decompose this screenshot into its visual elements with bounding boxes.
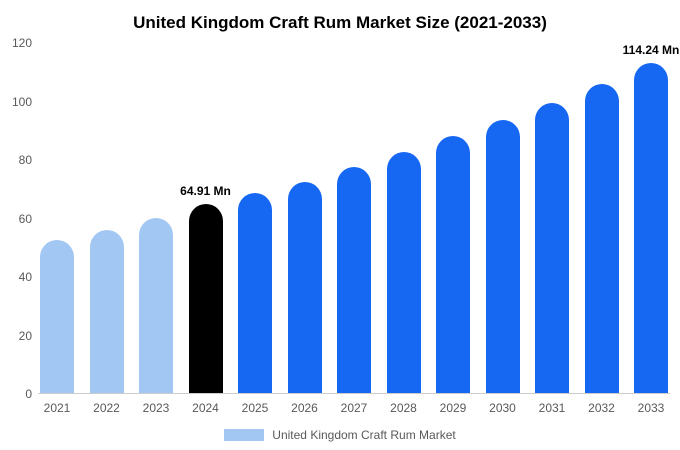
bar-column-2033: 114.24 Mn 2033: [623, 43, 680, 415]
bar-2025: [238, 193, 272, 393]
bar-column-2022: 2022: [89, 43, 124, 415]
x-axis-label: 2024: [192, 401, 219, 415]
bar-column-2023: 2023: [139, 43, 173, 415]
bar-2032: [584, 83, 619, 393]
bar-2026: [287, 181, 322, 393]
x-axis-label: 2021: [43, 401, 71, 415]
bar-2024: [188, 203, 223, 393]
x-axis-label: 2026: [291, 401, 318, 415]
bar-column-2029: 2029: [436, 43, 470, 415]
bar-column-2026: 2026: [287, 43, 322, 415]
legend-swatch: [224, 429, 265, 441]
plot-area: 2021 2022 2023 64.91 Mn 2024 2025 2026 2027 2028…: [38, 43, 680, 415]
y-axis-tick-label: 120: [11, 36, 32, 50]
chart-legend: United Kingdom Craft Rum Market: [0, 428, 680, 442]
y-axis-tick-label: 60: [18, 211, 32, 226]
bar-2023: [139, 218, 173, 393]
x-axis-label: 2028: [390, 401, 417, 415]
bar-column-2027: 2027: [337, 43, 371, 415]
bar-column-2031: 2031: [535, 43, 569, 415]
y-axis-tick-label: 20: [18, 328, 32, 343]
x-axis-label: 2025: [241, 401, 269, 415]
y-axis-tick-label: 40: [18, 270, 32, 284]
bar-column-2024: 64.91 Mn 2024: [180, 43, 231, 415]
x-axis-label: 2029: [439, 401, 467, 415]
bar-2031: [535, 102, 569, 393]
bar-column-2030: 2030: [485, 43, 520, 415]
bar-value-label: 114.24 Mn: [622, 43, 680, 57]
y-axis: 0 20 40 60 80 100 120: [4, 37, 32, 400]
x-axis-label: 2030: [489, 401, 516, 415]
bar-2029: [436, 136, 470, 393]
bar-column-2028: 2028: [386, 43, 421, 415]
bar-column-2025: 2025: [238, 43, 272, 415]
x-axis-label: 2022: [93, 401, 120, 415]
chart-title: United Kingdom Craft Rum Market Size (20…: [133, 13, 547, 32]
legend-label: United Kingdom Craft Rum Market: [272, 428, 456, 442]
x-axis-label: 2027: [340, 401, 368, 415]
x-axis-label: 2023: [142, 401, 170, 415]
bar-column-2021: 2021: [40, 43, 74, 415]
bar-2027: [337, 166, 371, 393]
x-axis-label: 2031: [538, 401, 566, 415]
y-axis-tick-label: 0: [25, 387, 32, 401]
bar-2022: [89, 229, 124, 393]
y-axis-tick-label: 80: [18, 153, 32, 167]
x-axis-label: 2032: [588, 401, 615, 415]
bar-2028: [386, 152, 421, 393]
y-axis-tick-label: 100: [11, 94, 32, 109]
bar-2021: [40, 239, 74, 393]
chart-area: 0 20 40 60 80 100 120 2021 2022 2023 64.91 Mn 2024…: [12, 37, 680, 415]
bar-column-2032: 2032: [584, 43, 619, 415]
x-axis-label: 2033: [637, 401, 665, 415]
bar-2033: [634, 63, 668, 393]
bar-2030: [485, 120, 520, 393]
bar-value-label: 64.91 Mn: [180, 183, 231, 198]
